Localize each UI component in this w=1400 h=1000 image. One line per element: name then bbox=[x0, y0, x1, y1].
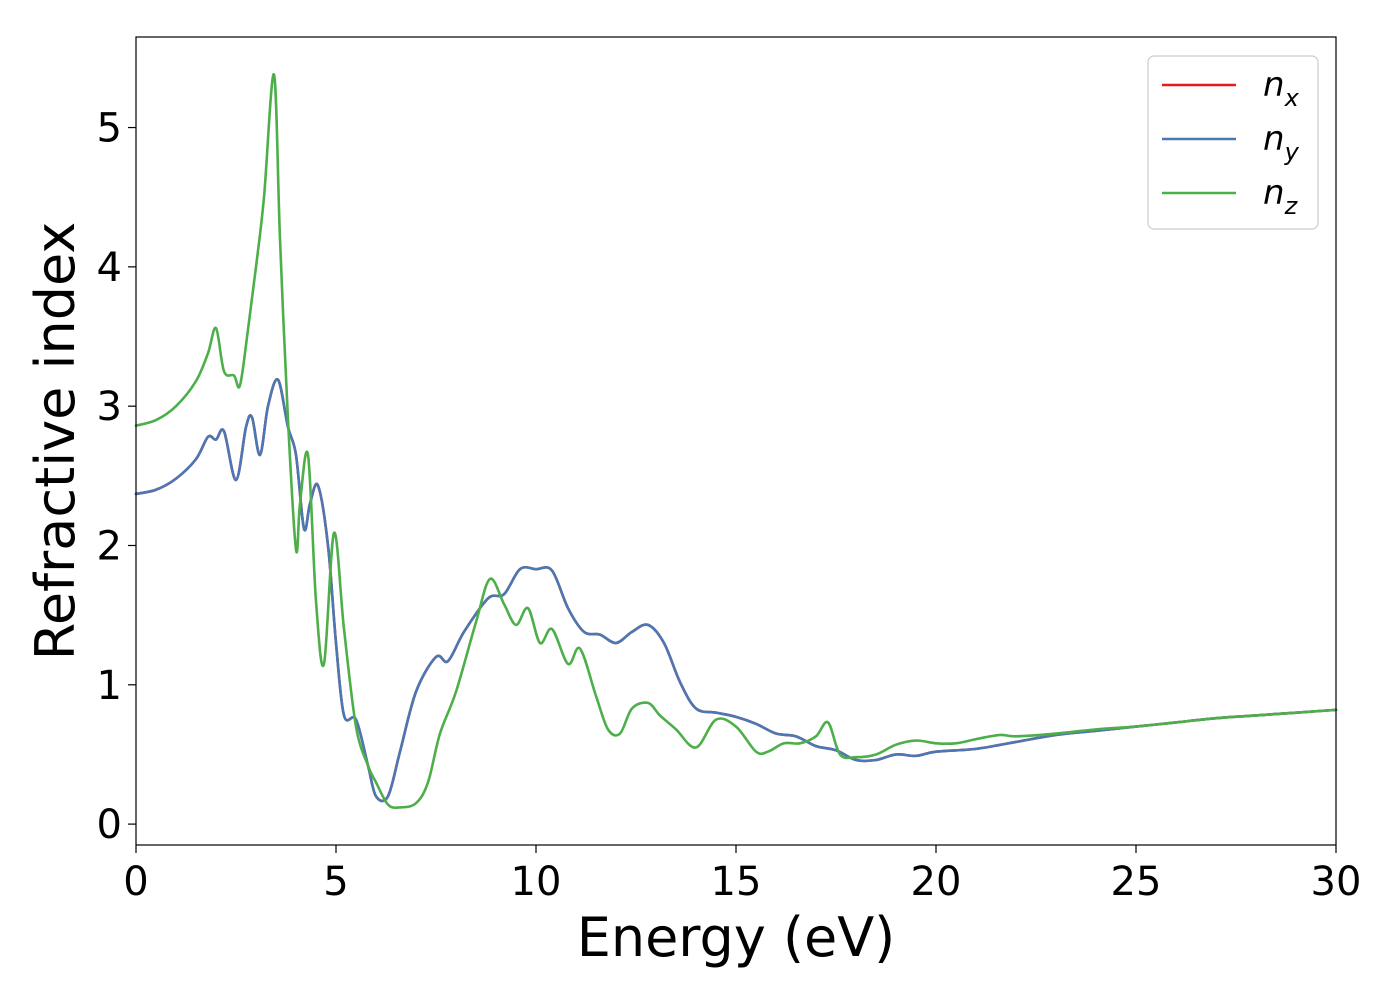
y-axis-label: Refractive index bbox=[24, 222, 87, 661]
y-axis-ticks: 0 1 2 3 4 5 bbox=[97, 106, 136, 848]
x-tick-label: 0 bbox=[123, 859, 148, 905]
y-tick-label: 4 bbox=[97, 245, 122, 291]
x-tick-label: 5 bbox=[323, 859, 348, 905]
y-tick-label: 3 bbox=[97, 384, 122, 430]
y-tick-label: 2 bbox=[97, 523, 122, 569]
series-line-ny bbox=[134, 378, 1338, 803]
x-axis-label: Energy (eV) bbox=[577, 906, 896, 969]
series-line-nz bbox=[134, 73, 1338, 810]
y-tick-label: 0 bbox=[97, 802, 122, 848]
x-tick-label: 25 bbox=[1111, 859, 1162, 905]
legend: nx ny nz bbox=[1147, 55, 1319, 230]
legend-label-nz: nz bbox=[1263, 173, 1299, 220]
legend-label-ny: ny bbox=[1263, 119, 1300, 166]
legend-label-nx: nx bbox=[1263, 65, 1300, 112]
y-tick-label: 5 bbox=[97, 106, 122, 152]
x-axis-ticks: 0 5 10 15 20 25 30 bbox=[123, 845, 1361, 905]
x-tick-label: 20 bbox=[911, 859, 962, 905]
x-tick-label: 15 bbox=[711, 859, 762, 905]
x-tick-label: 10 bbox=[511, 859, 562, 905]
series-lines bbox=[134, 73, 1338, 810]
x-tick-label: 30 bbox=[1311, 859, 1362, 905]
legend-box bbox=[1147, 55, 1319, 230]
y-tick-label: 1 bbox=[97, 663, 122, 709]
